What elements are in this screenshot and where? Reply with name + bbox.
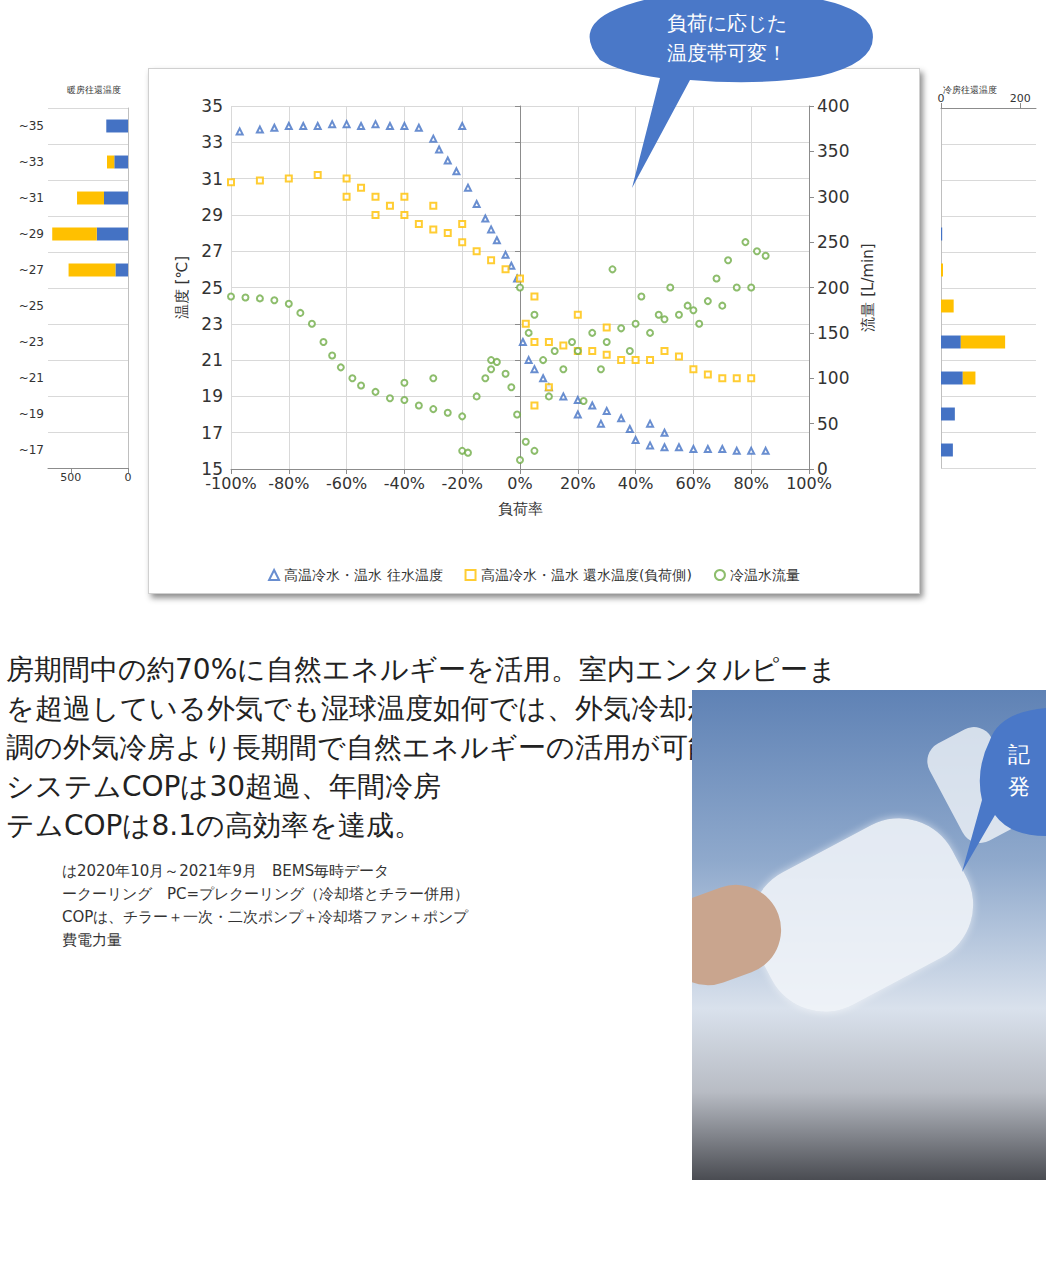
svg-text:負荷に応じた: 負荷に応じた xyxy=(667,11,787,35)
svg-text:300: 300 xyxy=(817,187,849,207)
svg-text:~31: ~31 xyxy=(19,191,44,205)
svg-text:33: 33 xyxy=(201,132,223,152)
svg-text:-60%: -60% xyxy=(326,474,367,493)
html-text:テムCOPは8.1の高効率を達成。: テムCOPは8.1の高効率を達成。 xyxy=(6,809,422,842)
svg-text:高温冷水・温水 還水温度(負荷側): 高温冷水・温水 還水温度(負荷側) xyxy=(481,567,692,583)
svg-text:-40%: -40% xyxy=(384,474,425,493)
svg-text:温度帯可変！: 温度帯可変！ xyxy=(667,41,787,65)
svg-text:-80%: -80% xyxy=(268,474,309,493)
svg-text:~25: ~25 xyxy=(19,299,44,313)
svg-text:~27: ~27 xyxy=(19,263,44,277)
svg-text:25: 25 xyxy=(201,278,223,298)
svg-text:20%: 20% xyxy=(560,474,596,493)
html-text:費電力量: 費電力量 xyxy=(62,931,122,949)
svg-text:~19: ~19 xyxy=(19,407,44,421)
svg-text:400: 400 xyxy=(817,96,849,116)
svg-text:~17: ~17 xyxy=(19,443,44,457)
svg-text:0: 0 xyxy=(125,471,132,484)
svg-text:50: 50 xyxy=(817,414,839,434)
svg-text:27: 27 xyxy=(201,241,223,261)
html-text:は2020年10月～2021年9月 BEMS毎時データ: は2020年10月～2021年9月 BEMS毎時データ xyxy=(62,862,390,880)
svg-text:31: 31 xyxy=(201,169,223,189)
svg-text:~35: ~35 xyxy=(19,119,44,133)
svg-text:-100%: -100% xyxy=(205,474,257,493)
svg-text:15: 15 xyxy=(201,459,223,479)
svg-text:250: 250 xyxy=(817,232,849,252)
svg-text:17: 17 xyxy=(201,423,223,443)
svg-text:150: 150 xyxy=(817,323,849,343)
svg-text:冷房往還温度: 冷房往還温度 xyxy=(943,85,997,95)
svg-text:200: 200 xyxy=(1010,92,1031,105)
svg-text:冷温水流量: 冷温水流量 xyxy=(730,567,800,583)
svg-text:21: 21 xyxy=(201,350,223,370)
html-text:を超過している外気でも湿球温度如何では、外気冷却がなされて: を超過している外気でも湿球温度如何では、外気冷却がなされて xyxy=(6,692,832,725)
svg-text:~23: ~23 xyxy=(19,335,44,349)
svg-text:60%: 60% xyxy=(676,474,712,493)
html-text:ークーリング PC=プレクーリング（冷却塔とチラー併用）: ークーリング PC=プレクーリング（冷却塔とチラー併用） xyxy=(62,885,470,903)
svg-text:0%: 0% xyxy=(507,474,532,493)
svg-text:23: 23 xyxy=(201,314,223,334)
svg-text:35: 35 xyxy=(201,96,223,116)
svg-text:発: 発 xyxy=(1008,774,1030,799)
svg-text:29: 29 xyxy=(201,205,223,225)
svg-text:100%: 100% xyxy=(786,474,832,493)
svg-text:500: 500 xyxy=(60,471,81,484)
html-text:COPは、チラー＋一次・二次ポンプ＋冷却塔ファン＋ポンプ: COPは、チラー＋一次・二次ポンプ＋冷却塔ファン＋ポンプ xyxy=(62,908,469,926)
svg-text:流量 [L/min]: 流量 [L/min] xyxy=(859,243,877,331)
html-text:システムCOPは30超過、年間冷房: システムCOPは30超過、年間冷房 xyxy=(6,770,442,803)
svg-text:~29: ~29 xyxy=(19,227,44,241)
svg-text:温度 [℃]: 温度 [℃] xyxy=(173,256,191,319)
svg-text:記: 記 xyxy=(1008,742,1030,767)
svg-text:高温冷水・温水 往水温度: 高温冷水・温水 往水温度 xyxy=(284,567,442,583)
svg-text:暖房往還温度: 暖房往還温度 xyxy=(67,85,121,95)
svg-text:200: 200 xyxy=(817,278,849,298)
svg-text:~33: ~33 xyxy=(19,155,44,169)
svg-text:-20%: -20% xyxy=(442,474,483,493)
svg-text:0: 0 xyxy=(817,459,828,479)
svg-text:100: 100 xyxy=(817,368,849,388)
html-text:調の外気冷房より長期間で自然エネルギーの活用が可能に。: 調の外気冷房より長期間で自然エネルギーの活用が可能に。 xyxy=(6,731,773,764)
svg-text:~21: ~21 xyxy=(19,371,44,385)
html-text:房期間中の約70%に自然エネルギーを活用。室内エンタルピーま: 房期間中の約70%に自然エネルギーを活用。室内エンタルピーま xyxy=(6,653,838,686)
svg-text:負荷率: 負荷率 xyxy=(498,500,543,518)
svg-text:40%: 40% xyxy=(618,474,654,493)
svg-text:80%: 80% xyxy=(733,474,769,493)
svg-text:19: 19 xyxy=(201,386,223,406)
svg-text:350: 350 xyxy=(817,141,849,161)
svg-text:0: 0 xyxy=(937,92,945,105)
